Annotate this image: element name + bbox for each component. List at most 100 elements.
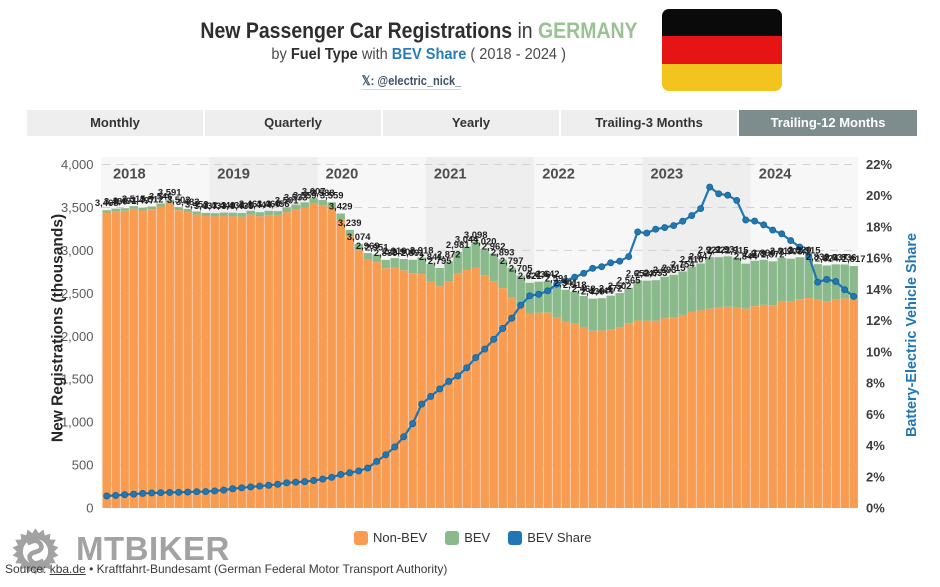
- svg-text:2019: 2019: [217, 167, 250, 183]
- svg-text:Battery-Electric Vehicle Share: Battery-Electric Vehicle Share: [904, 233, 920, 437]
- svg-text:1,500: 1,500: [61, 372, 94, 387]
- svg-text:2,839: 2,839: [806, 252, 830, 262]
- svg-text:0: 0: [86, 501, 93, 516]
- svg-text:2,915: 2,915: [797, 246, 821, 256]
- svg-text:2,969: 2,969: [356, 241, 380, 251]
- svg-text:2,872: 2,872: [437, 249, 461, 259]
- svg-text:3,437: 3,437: [194, 201, 218, 211]
- svg-text:2,518: 2,518: [563, 280, 587, 290]
- svg-text:3,500: 3,500: [61, 200, 94, 215]
- svg-text:3,074: 3,074: [347, 232, 371, 242]
- svg-text:2,000: 2,000: [61, 329, 94, 344]
- svg-text:3,438: 3,438: [221, 201, 245, 211]
- svg-text:3,515: 3,515: [122, 194, 146, 204]
- svg-text:2,652: 2,652: [626, 268, 650, 278]
- svg-text:22%: 22%: [866, 157, 892, 172]
- svg-text:2,636: 2,636: [527, 270, 551, 280]
- svg-text:2,981: 2,981: [446, 240, 470, 250]
- svg-text:14%: 14%: [866, 282, 892, 297]
- svg-text:3,456: 3,456: [266, 199, 290, 209]
- svg-text:2,541: 2,541: [554, 278, 578, 288]
- svg-text:2,715: 2,715: [662, 263, 686, 273]
- svg-text:3,460: 3,460: [257, 199, 281, 209]
- svg-text:2,921: 2,921: [707, 245, 731, 255]
- svg-text:2,891: 2,891: [401, 248, 425, 258]
- svg-text:2,836: 2,836: [833, 253, 857, 263]
- svg-text:2023: 2023: [651, 167, 684, 183]
- svg-text:3,453: 3,453: [185, 200, 209, 210]
- svg-text:3,607: 3,607: [302, 186, 326, 196]
- svg-text:2,889: 2,889: [374, 248, 398, 258]
- svg-text:2,438: 2,438: [581, 287, 605, 297]
- svg-text:2024: 2024: [759, 167, 793, 183]
- svg-text:2,591: 2,591: [545, 274, 569, 284]
- svg-text:2,844: 2,844: [734, 252, 758, 262]
- svg-text:3,000: 3,000: [61, 243, 94, 258]
- svg-text:2,468: 2,468: [572, 284, 596, 294]
- svg-text:12%: 12%: [866, 313, 892, 328]
- svg-text:3,591: 3,591: [158, 188, 182, 198]
- svg-text:2022: 2022: [542, 167, 575, 183]
- svg-text:2,754: 2,754: [671, 260, 695, 270]
- svg-text:1,000: 1,000: [61, 415, 94, 430]
- svg-text:3,559: 3,559: [320, 190, 344, 200]
- svg-text:2,910: 2,910: [383, 246, 407, 256]
- svg-text:2,502: 2,502: [608, 281, 632, 291]
- svg-text:4%: 4%: [866, 438, 885, 453]
- svg-text:8%: 8%: [866, 376, 885, 391]
- svg-text:3,512: 3,512: [140, 194, 164, 204]
- svg-text:2,951: 2,951: [365, 243, 389, 253]
- svg-text:3,461: 3,461: [239, 199, 263, 209]
- svg-text:2,879: 2,879: [743, 249, 767, 259]
- svg-text:2,918: 2,918: [410, 246, 434, 256]
- svg-text:2,921: 2,921: [698, 245, 722, 255]
- svg-text:0%: 0%: [866, 501, 885, 516]
- svg-text:3,435: 3,435: [230, 201, 254, 211]
- svg-text:3,429: 3,429: [329, 202, 353, 212]
- svg-text:2,893: 2,893: [491, 248, 515, 258]
- svg-text:2,693: 2,693: [653, 265, 677, 275]
- svg-text:2020: 2020: [326, 167, 359, 183]
- svg-text:2,705: 2,705: [509, 264, 533, 274]
- svg-text:3,486: 3,486: [104, 197, 128, 207]
- svg-text:2,900: 2,900: [392, 247, 416, 257]
- svg-text:3,444: 3,444: [248, 200, 272, 210]
- svg-text:3,044: 3,044: [455, 235, 479, 245]
- svg-text:20%: 20%: [866, 188, 892, 203]
- svg-text:3,501: 3,501: [275, 195, 299, 205]
- svg-text:4,000: 4,000: [61, 157, 94, 172]
- svg-text:3,533: 3,533: [284, 193, 308, 203]
- svg-text:3,433: 3,433: [203, 201, 227, 211]
- svg-text:2,915: 2,915: [725, 246, 749, 256]
- svg-text:2,903: 2,903: [779, 247, 803, 257]
- svg-text:3,588: 3,588: [311, 188, 335, 198]
- svg-text:2,962: 2,962: [482, 242, 506, 252]
- svg-text:2021: 2021: [434, 167, 467, 183]
- svg-text:3,020: 3,020: [473, 237, 497, 247]
- svg-text:2,847: 2,847: [689, 252, 713, 262]
- svg-text:2,500: 2,500: [61, 286, 94, 301]
- svg-text:2,890: 2,890: [752, 248, 776, 258]
- svg-text:2,653: 2,653: [644, 268, 668, 278]
- svg-text:2,647: 2,647: [635, 269, 659, 279]
- svg-text:2,472: 2,472: [599, 284, 623, 294]
- svg-text:2,931: 2,931: [716, 244, 740, 254]
- svg-text:3,098: 3,098: [464, 230, 488, 240]
- svg-text:New Registrations (thousands): New Registrations (thousands): [50, 214, 67, 442]
- svg-text:3,503: 3,503: [167, 195, 191, 205]
- svg-text:2,872: 2,872: [761, 249, 785, 259]
- svg-text:2,817: 2,817: [842, 254, 866, 264]
- svg-text:2,797: 2,797: [500, 256, 524, 266]
- svg-text:3,483: 3,483: [176, 197, 200, 207]
- svg-text:500: 500: [72, 458, 94, 473]
- svg-text:3,239: 3,239: [338, 218, 362, 228]
- svg-text:2,642: 2,642: [536, 269, 560, 279]
- svg-text:16%: 16%: [866, 251, 892, 266]
- svg-text:3,440: 3,440: [212, 201, 236, 211]
- svg-text:3,497: 3,497: [131, 196, 155, 206]
- svg-text:2,810: 2,810: [680, 255, 704, 265]
- svg-text:2,565: 2,565: [617, 276, 641, 286]
- svg-text:2018: 2018: [113, 167, 146, 183]
- svg-text:10%: 10%: [866, 344, 892, 359]
- svg-text:2,841: 2,841: [419, 252, 443, 262]
